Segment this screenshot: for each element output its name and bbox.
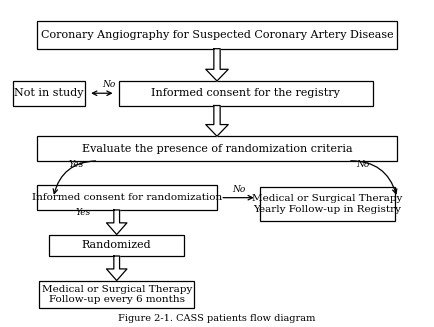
Text: Yes: Yes — [69, 161, 84, 169]
FancyBboxPatch shape — [37, 21, 397, 49]
Text: Informed consent for randomization: Informed consent for randomization — [32, 193, 222, 202]
Text: No: No — [232, 185, 245, 194]
Text: Not in study: Not in study — [14, 88, 84, 98]
FancyBboxPatch shape — [39, 281, 194, 308]
FancyBboxPatch shape — [119, 81, 372, 106]
FancyBboxPatch shape — [37, 185, 217, 210]
Polygon shape — [206, 106, 228, 136]
FancyBboxPatch shape — [13, 81, 85, 106]
Polygon shape — [106, 210, 127, 234]
Text: Medical or Surgical Therapy
Follow-up every 6 months: Medical or Surgical Therapy Follow-up ev… — [42, 285, 192, 304]
Text: Medical or Surgical Therapy
Yearly Follow-up in Registry: Medical or Surgical Therapy Yearly Follo… — [252, 194, 403, 214]
Text: Figure 2-1. CASS patients flow diagram: Figure 2-1. CASS patients flow diagram — [118, 314, 316, 323]
Text: No: No — [356, 161, 369, 169]
FancyBboxPatch shape — [37, 136, 397, 161]
Text: No: No — [102, 80, 115, 89]
Polygon shape — [206, 49, 228, 81]
Text: Randomized: Randomized — [82, 240, 151, 250]
FancyBboxPatch shape — [260, 187, 395, 221]
Text: Informed consent for the registry: Informed consent for the registry — [151, 88, 340, 98]
Polygon shape — [106, 256, 127, 281]
Text: Coronary Angiography for Suspected Coronary Artery Disease: Coronary Angiography for Suspected Coron… — [41, 30, 393, 40]
Text: Evaluate the presence of randomization criteria: Evaluate the presence of randomization c… — [82, 144, 352, 154]
Text: Yes: Yes — [76, 208, 91, 217]
FancyBboxPatch shape — [49, 234, 184, 256]
